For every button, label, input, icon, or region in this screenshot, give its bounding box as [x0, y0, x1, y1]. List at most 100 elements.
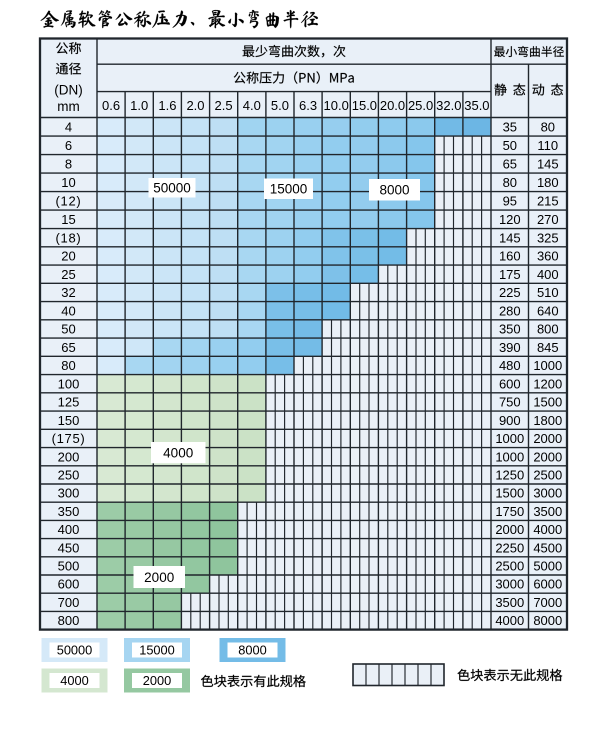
svg-text:600: 600: [58, 577, 80, 592]
svg-text:0.6: 0.6: [102, 98, 120, 113]
svg-text:4000: 4000: [60, 673, 88, 688]
svg-text:3500: 3500: [533, 504, 562, 519]
svg-text:800: 800: [58, 613, 80, 628]
svg-text:6: 6: [65, 138, 72, 153]
svg-text:50000: 50000: [153, 181, 191, 196]
svg-text:2.5: 2.5: [215, 98, 233, 113]
svg-text:640: 640: [537, 303, 559, 318]
svg-text:40: 40: [61, 303, 75, 318]
svg-text:600: 600: [499, 376, 521, 391]
svg-text:32: 32: [61, 285, 75, 300]
svg-text:200: 200: [58, 449, 80, 464]
svg-text:2250: 2250: [495, 540, 524, 555]
svg-text:4000: 4000: [495, 613, 524, 628]
svg-text:350: 350: [58, 504, 80, 519]
svg-text:5.0: 5.0: [271, 98, 289, 113]
svg-text:225: 225: [499, 285, 521, 300]
svg-text:1750: 1750: [495, 504, 524, 519]
svg-text:50000: 50000: [57, 643, 93, 658]
svg-text:1800: 1800: [533, 413, 562, 428]
svg-text:7000: 7000: [533, 595, 562, 610]
svg-text:250: 250: [58, 468, 80, 483]
svg-text:1000: 1000: [495, 431, 524, 446]
svg-text:3500: 3500: [495, 595, 524, 610]
svg-text:2000: 2000: [143, 673, 171, 688]
svg-text:2000: 2000: [144, 570, 174, 585]
svg-text:5000: 5000: [533, 559, 562, 574]
svg-text:2000: 2000: [533, 449, 562, 464]
svg-text:4500: 4500: [533, 540, 562, 555]
svg-text:80: 80: [503, 175, 517, 190]
svg-text:6.3: 6.3: [299, 98, 317, 113]
svg-text:1.6: 1.6: [158, 98, 176, 113]
svg-text:8000: 8000: [533, 613, 562, 628]
svg-text:10: 10: [61, 175, 75, 190]
svg-text:10.0: 10.0: [324, 98, 349, 113]
svg-text:4.0: 4.0: [243, 98, 261, 113]
svg-text:2500: 2500: [495, 559, 524, 574]
svg-text:25: 25: [61, 267, 75, 282]
svg-text:8: 8: [65, 156, 72, 171]
svg-text:2000: 2000: [533, 431, 562, 446]
svg-text:1250: 1250: [495, 468, 524, 483]
svg-text:4: 4: [65, 119, 72, 134]
svg-text:800: 800: [537, 322, 559, 337]
svg-text:160: 160: [499, 249, 521, 264]
svg-text:(12): (12): [56, 193, 82, 208]
svg-text:280: 280: [499, 303, 521, 318]
svg-text:3000: 3000: [533, 486, 562, 501]
svg-text:65: 65: [503, 156, 517, 171]
svg-text:2000: 2000: [495, 522, 524, 537]
svg-text:480: 480: [499, 358, 521, 373]
svg-text:900: 900: [499, 413, 521, 428]
svg-text:390: 390: [499, 340, 521, 355]
svg-text:350: 350: [499, 322, 521, 337]
svg-text:20.0: 20.0: [380, 98, 405, 113]
svg-text:845: 845: [537, 340, 559, 355]
svg-text:175: 175: [499, 267, 521, 282]
svg-text:750: 750: [499, 395, 521, 410]
svg-text:1.0: 1.0: [130, 98, 148, 113]
svg-text:500: 500: [58, 559, 80, 574]
svg-text:100: 100: [58, 376, 80, 391]
svg-text:6000: 6000: [533, 577, 562, 592]
svg-text:150: 150: [58, 413, 80, 428]
svg-text:80: 80: [61, 358, 75, 373]
svg-text:(DN): (DN): [54, 83, 83, 98]
svg-text:360: 360: [537, 249, 559, 264]
svg-text:2500: 2500: [533, 468, 562, 483]
svg-text:400: 400: [537, 267, 559, 282]
svg-text:145: 145: [537, 156, 559, 171]
svg-text:15000: 15000: [139, 643, 175, 658]
svg-text:1000: 1000: [533, 358, 562, 373]
svg-text:700: 700: [58, 595, 80, 610]
svg-text:95: 95: [503, 193, 517, 208]
svg-text:1000: 1000: [495, 449, 524, 464]
svg-text:400: 400: [58, 522, 80, 537]
svg-text:270: 270: [537, 212, 559, 227]
svg-text:325: 325: [537, 230, 559, 245]
svg-text:35: 35: [503, 119, 517, 134]
svg-text:110: 110: [537, 138, 558, 153]
svg-text:1500: 1500: [533, 395, 562, 410]
svg-text:50: 50: [61, 322, 75, 337]
svg-text:8000: 8000: [379, 183, 409, 198]
svg-text:145: 145: [499, 230, 521, 245]
svg-text:450: 450: [58, 540, 80, 555]
svg-text:35.0: 35.0: [464, 98, 489, 113]
svg-text:15.0: 15.0: [352, 98, 377, 113]
svg-text:120: 120: [499, 212, 521, 227]
svg-text:4000: 4000: [163, 445, 193, 460]
svg-text:20: 20: [61, 249, 75, 264]
svg-text:180: 180: [537, 175, 559, 190]
svg-text:32.0: 32.0: [436, 98, 461, 113]
svg-text:8000: 8000: [238, 643, 266, 658]
svg-text:15000: 15000: [270, 182, 308, 197]
svg-text:2.0: 2.0: [186, 98, 204, 113]
svg-text:(175): (175): [52, 431, 86, 446]
svg-text:4000: 4000: [533, 522, 562, 537]
svg-text:1500: 1500: [495, 486, 524, 501]
svg-text:65: 65: [61, 340, 75, 355]
svg-text:80: 80: [541, 119, 555, 134]
svg-text:25.0: 25.0: [408, 98, 433, 113]
